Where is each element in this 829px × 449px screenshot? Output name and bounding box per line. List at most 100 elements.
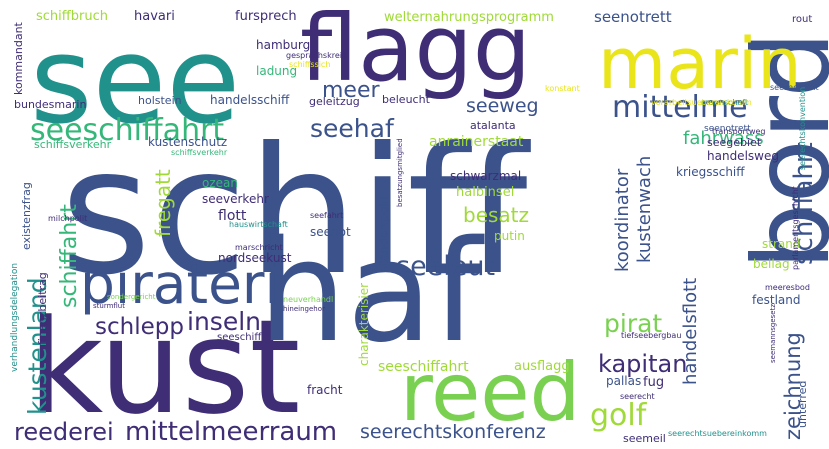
word-marin-6: marin (598, 23, 802, 105)
word-sondergericht-93: sondergericht (107, 293, 156, 301)
word-beleucht-43: beleucht (382, 93, 431, 106)
word-bundesmarin-44: bundesmarin (14, 98, 86, 111)
word-marschricht-91: marschricht (235, 243, 283, 252)
word-beilag-71: beilag (753, 257, 790, 271)
word-pallas-63: pallas (606, 374, 641, 388)
word-bord-3: bord (731, 31, 829, 270)
word-seeweg-32: seeweg (466, 95, 539, 117)
word-mittelme-9: mittelme (612, 90, 748, 125)
word-seeleut-13: seeleut (396, 251, 495, 282)
word-anrainerstaat-46: anrainerstaat (429, 134, 524, 150)
word-vorarbeitsuebereinkomm-84: vorarbeitsuebereinkomm (651, 98, 752, 107)
word-handelsweg-68: handelsweg (707, 149, 779, 163)
word-inseln-15: inseln (187, 307, 261, 336)
word-parlamentsgeschicht-98: parlamentsgeschicht (791, 186, 800, 270)
word-festland-72: festland (752, 293, 800, 307)
word-schlepp-16: schlepp (95, 314, 184, 340)
word-ladung-39: ladung (256, 64, 297, 78)
word-fahrwass-27: fahrwass (683, 128, 764, 149)
word-unterred-73: unterred (796, 381, 809, 428)
word-konstant-82: konstant (545, 84, 580, 93)
word-kustenland-22: kustenland (23, 277, 52, 415)
word-flagg-5: flagg (300, 0, 531, 102)
word-fracht-60: fracht (307, 383, 343, 397)
word-kriegsschiff-67: kriegsschiff (676, 165, 745, 179)
word-seerechtskonferenz-21: seerechtskonferenz (360, 421, 546, 443)
word-geleitzug-42: geleitzug (309, 95, 360, 108)
word-fursprech-37: fursprech (235, 9, 297, 24)
word-nordseekust-57: nordseekust (218, 251, 292, 265)
word-verhandlungsdelegation-92: verhandlungsdelegation (10, 263, 20, 372)
word-kommandant-76: kommandant (12, 21, 25, 95)
word-seehaf-12: seehaf (310, 114, 395, 143)
word-schiffahrt-23: schiffahrt (57, 204, 82, 308)
word-holstein-40: holstein (138, 94, 182, 107)
word-seeschiffahrt-61: seeschiffahrt (378, 359, 469, 375)
word-schwarzmal-52: schwarzmal (450, 169, 521, 183)
word-ozean-49: ozean (202, 176, 238, 190)
word-seeverkehr-50: seeverkehr (202, 192, 269, 206)
word-fregatt-31: fregatt (151, 169, 175, 237)
word-seemannsgesetz-100: seemannsgesetz (769, 304, 777, 363)
word-seenotrett-77: seenotrett (704, 124, 751, 134)
word-meeresbod-99: meeresbod (765, 283, 810, 292)
word-fug-64: fug (643, 375, 664, 390)
word-seemeil-65: seemeil (623, 432, 666, 445)
word-reed-7: reed (400, 346, 580, 439)
word-existenzfrag-74: existenzfrag (20, 182, 33, 250)
word-gesprachskreis-80: gesprachskreis (286, 51, 346, 60)
word-ausflagg-62: ausflagg (514, 359, 570, 374)
word-schiffsverkehr-47: schiffsverkehr (34, 138, 112, 151)
word-kustenschutz-48: kustenschutz (148, 135, 227, 149)
word-besatzungsmitglied-90: besatzungsmitglied (396, 138, 404, 207)
word-handelsschiff-41: handelsschiff (210, 93, 290, 107)
word-handelsflott-30: handelsflott (680, 278, 701, 385)
word-mannschaft-83: mannschaft (701, 98, 748, 107)
word-rout-79: rout (792, 14, 812, 25)
word-schiffssich-81: schiffssich (289, 60, 330, 69)
word-havari-36: havari (134, 9, 175, 24)
word-pirat-18: pirat (604, 309, 662, 338)
word-seenotrett-33: seenotrett (594, 8, 672, 26)
word-zeichnung-25: zeichnung (781, 332, 805, 440)
word-seeseerecht-78: seeseerecht (770, 83, 819, 92)
word-pirateri-8: pirateri (80, 252, 280, 316)
word-besatz-26: besatz (463, 203, 529, 227)
word-finanzbeitrag-75: finanzbeitrag (36, 272, 49, 345)
word-kapitan-17: kapitan (598, 350, 687, 378)
word-hineingehor-95: hineingehor (283, 305, 325, 313)
word-seerechtskonvention-85: seerechtskonvention (798, 87, 807, 170)
word-tiefseebergbau-97: tiefseebergbau (621, 331, 681, 340)
word-seerechtsuebereinkomm-101: seerechtsuebereinkomm (668, 429, 767, 438)
word-meer-11: meer (322, 78, 381, 103)
word-welternahrungsprogramm-34: welternahrungsprogramm (384, 10, 554, 25)
word-seenot-55: seenot (310, 225, 351, 239)
word-standortpolit-54: standortpolit (377, 195, 391, 272)
word-atalanta-45: atalanta (470, 119, 516, 132)
word-schiffsverkehr-102: schiffsverkehr (171, 148, 228, 157)
word-schiff-0: schiff (60, 111, 531, 314)
word-hauswirtschaft-88: hauswirtschaft (229, 220, 288, 229)
word-strand-70: strand (762, 237, 800, 251)
word-hamburg-38: hamburg (256, 38, 310, 52)
word-kust-1: kust (28, 291, 300, 443)
word-seegebiet-69: seegebiet (707, 136, 762, 149)
word-sturmflut-96: sturmflut (93, 302, 125, 310)
word-kustenwach-29: kustenwach (634, 156, 655, 263)
word-schiffbruch-35: schiffbruch (36, 9, 108, 24)
word-charakterisier-59: charakterisier (357, 283, 371, 366)
word-transportweg-86: transportweg (712, 127, 766, 136)
word-halbinsel-53: halbinsel (456, 185, 514, 200)
word-seeschiff-58: seeschiff (217, 332, 262, 343)
word-koordinator-28: koordinator (612, 168, 633, 272)
word-golf-14: golf (590, 398, 648, 433)
word-mittelmeerraum-19: mittelmeerraum (125, 417, 337, 447)
word-haf-2: haf (258, 211, 485, 374)
word-schiffahrt-24: schiffahrt (789, 142, 819, 265)
word-milchpolit-87: milchpolit (48, 214, 87, 223)
word-seerecht-66: seerecht (620, 392, 655, 401)
word-flott-51: flott (218, 208, 247, 224)
word-seefahrt-89: seefahrt (310, 211, 343, 220)
word-putin-56: putin (494, 229, 525, 243)
